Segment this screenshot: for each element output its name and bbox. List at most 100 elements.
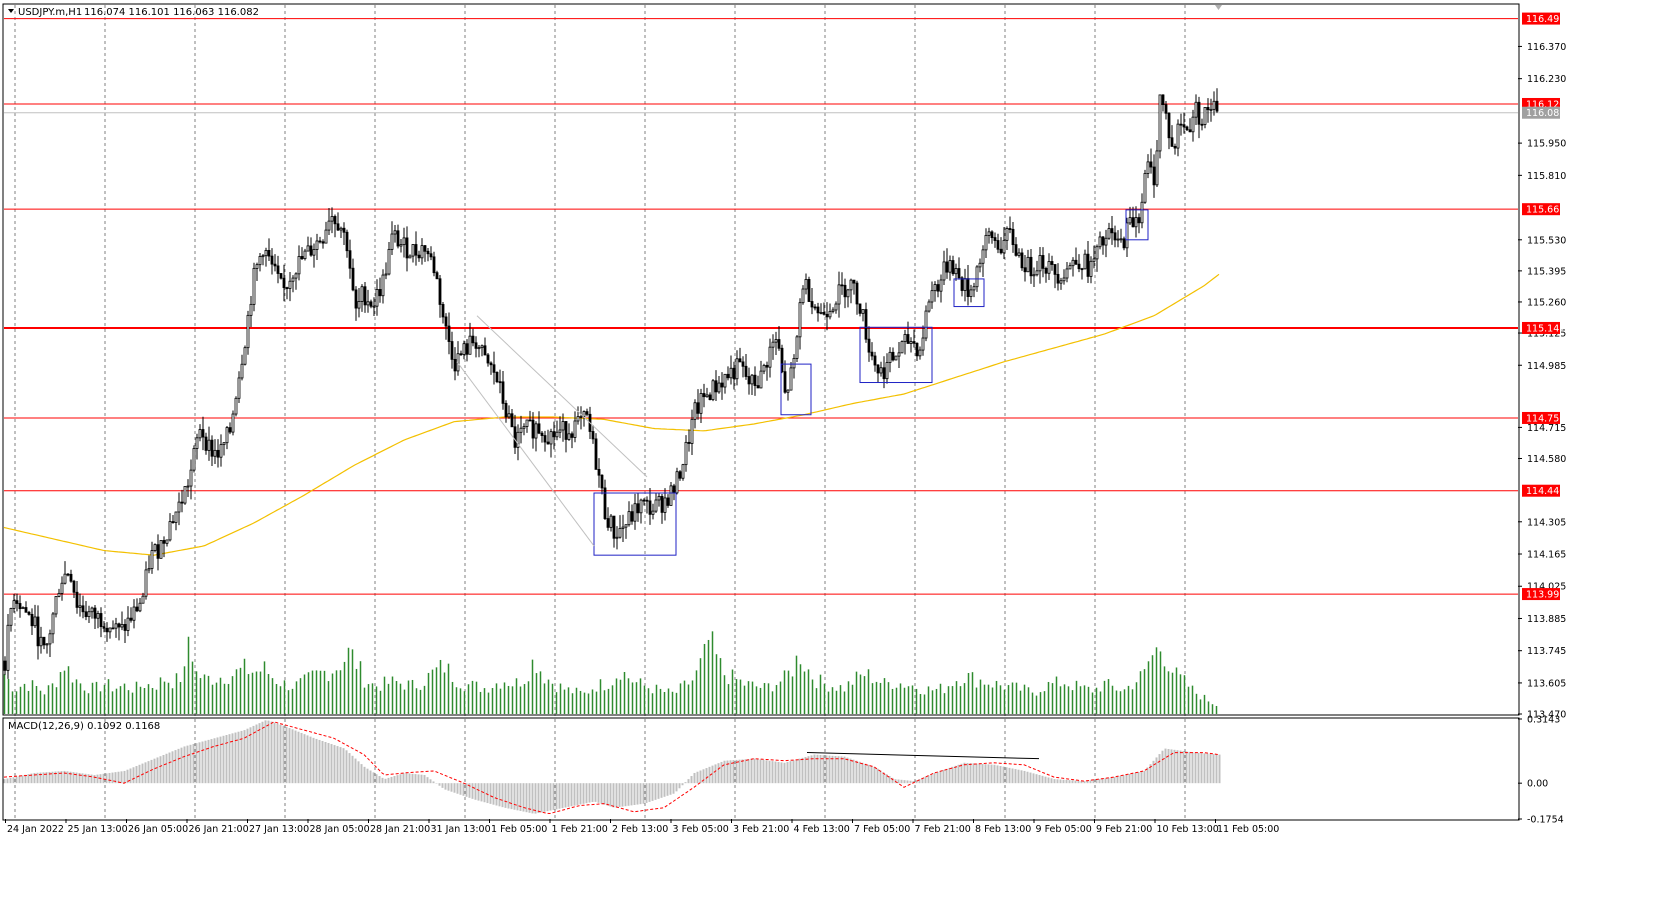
candle-body [63,573,67,584]
candle-body [270,255,274,265]
candle-body [861,309,865,314]
candle-body [480,345,484,349]
candle-body [564,421,568,440]
level-tag-label: 114.440 [1526,486,1565,497]
candle-body [585,411,589,415]
consolidation-box[interactable] [1125,209,1149,241]
candle-body [87,611,91,618]
candle-body [159,540,163,559]
candle-body [867,338,871,353]
candle-body [306,245,310,252]
candle-body [243,347,247,365]
candle-body [903,334,907,343]
time-tick-label: 9 Feb 05:00 [1036,824,1092,835]
candle-body [387,248,391,275]
trendline[interactable] [456,361,595,547]
candle-body [522,426,526,429]
candle-body [606,518,610,528]
candle-body [264,250,268,257]
candle-body [1137,217,1141,224]
candle-body [603,487,607,519]
consolidation-box[interactable] [780,363,812,416]
consolidation-box[interactable] [953,278,985,308]
shift-marker-icon[interactable] [1215,5,1222,10]
candle-body [1110,228,1114,234]
candle-body [879,367,883,374]
time-tick-label: 3 Feb 21:00 [733,824,789,835]
time-tick-label: 8 Feb 13:00 [975,824,1031,835]
candle-body [1020,252,1024,269]
candle-body [369,301,373,307]
candle-body [333,216,337,225]
candle-body [876,364,880,374]
candle-body [96,613,100,619]
candle-body [783,371,787,393]
candle-body [900,341,904,354]
candle-body [633,503,637,522]
candle-body [930,290,934,303]
candle-body [1200,123,1204,126]
time-tick-label: 24 Jan 2022 [7,824,64,835]
candle-body [843,284,847,298]
candle-body [651,510,655,515]
candle-body [108,627,112,633]
last-price-label: 116.082 [1526,108,1565,119]
candle-body [129,617,133,621]
candle-body [912,341,916,344]
trendlines[interactable] [456,315,648,547]
candle-body [99,613,103,628]
rectangles[interactable] [593,209,1149,556]
candle-body [1038,255,1042,272]
candle-body [1197,101,1201,125]
candle-body [1086,253,1090,277]
candle-body [234,397,238,415]
candle-body [36,616,40,647]
candle-body [582,411,586,417]
candle-body [1098,236,1102,248]
macd-divergence-line[interactable] [806,752,1040,760]
candle-body [459,353,463,356]
candle-body [795,336,799,359]
candle-body [750,374,754,385]
candle-body [1104,237,1108,246]
consolidation-box[interactable] [593,492,677,556]
candle-body [1194,101,1198,118]
horizontal-levels[interactable] [4,18,1518,595]
candle-body [324,229,328,244]
candle-body [168,521,172,541]
candle-body [1065,268,1069,279]
consolidation-box[interactable] [859,326,933,384]
candle-body [21,607,25,610]
candle-body [534,423,538,439]
candle-body [531,419,535,439]
candle-body [45,643,49,646]
candle-body [1212,100,1216,110]
time-tick-label: 11 Feb 05:00 [1217,824,1279,835]
trendline[interactable] [476,315,648,478]
candle-body [639,499,643,514]
candle-body [510,413,514,428]
candle-body [909,341,913,344]
candle-body [945,261,949,273]
candle-body [504,402,508,418]
candle-body [873,355,877,366]
candle-body [777,339,781,349]
candle-body [57,592,61,597]
candle-body [420,245,424,259]
candle-body [1143,173,1147,203]
candle-body [615,536,619,539]
candle-body [597,468,601,476]
candle-body [240,363,244,379]
candle-body [417,254,421,259]
candle-body [138,602,142,612]
candle-body [570,433,574,438]
candle-body [465,343,469,355]
candle-body [921,337,925,351]
candle-body [60,582,64,594]
candle-body [864,309,868,340]
price-tick-label: 116.230 [1527,74,1566,85]
chart-menu-triangle-icon[interactable] [8,9,14,13]
candle-body [102,626,106,629]
